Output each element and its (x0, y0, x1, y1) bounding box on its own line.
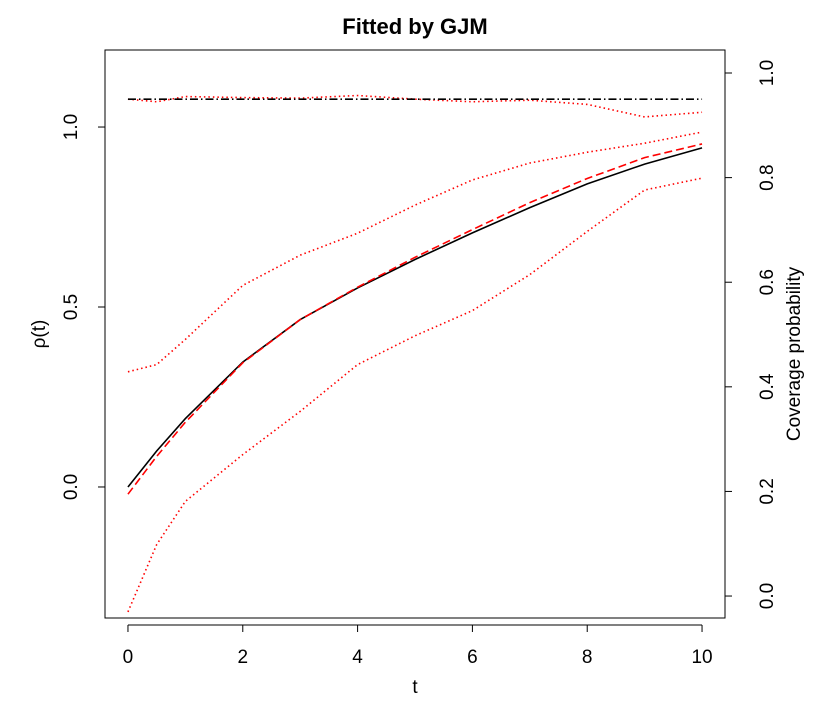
series-line (127, 177, 703, 613)
x-tick-label: 8 (582, 647, 593, 668)
y-axis-label: ρ(t) (29, 320, 50, 349)
chart-title: Fitted by GJM (342, 14, 487, 39)
y2-tick-label: 0.4 (757, 373, 778, 400)
x-tick-label: 0 (123, 647, 134, 668)
y-tick-label: 0.0 (61, 474, 82, 500)
y-tick-label: 0.5 (61, 294, 82, 320)
y2-tick-label: 0.2 (757, 478, 778, 504)
x-tick-label: 2 (237, 647, 248, 668)
x-tick-label: 4 (352, 647, 363, 668)
x-axis-label: t (412, 677, 418, 698)
y2-tick-label: 1.0 (757, 60, 778, 86)
plot-frame (104, 49, 726, 619)
series-line (127, 143, 703, 495)
y2-tick-label: 0.0 (757, 583, 778, 609)
y2-tick-label: 0.6 (757, 269, 778, 295)
x-tick-label: 6 (467, 647, 478, 668)
series-line (127, 147, 703, 488)
series-line (127, 131, 703, 373)
y2-axis-label: Coverage probability (784, 266, 805, 441)
y2-tick-label: 0.8 (757, 164, 778, 190)
x-tick-label: 10 (691, 647, 712, 668)
y-tick-label: 1.0 (61, 114, 82, 140)
